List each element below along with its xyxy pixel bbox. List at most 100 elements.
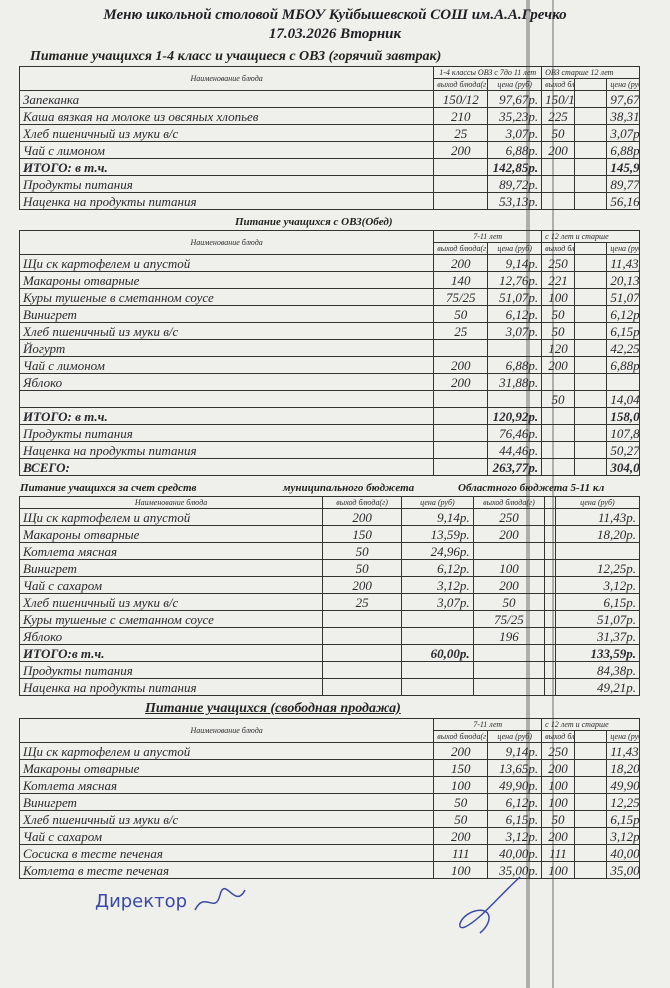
signature-label: Директор xyxy=(95,891,188,912)
table-cell: Запеканка xyxy=(18,90,435,108)
section-heading-mid: муниципального бюджета xyxy=(283,482,415,494)
table-cell: 3,12р. xyxy=(554,576,641,594)
table-row: ВСЕГО: 263,77р. 304,00р. xyxy=(18,458,640,476)
table-cell xyxy=(541,424,575,442)
column-gap xyxy=(544,661,556,679)
table-cell: Яблоко xyxy=(18,373,435,391)
group-header: 1-4 классы ОВЗ с 7до 11 лет xyxy=(433,66,543,79)
table-cell: Макароны отварные xyxy=(18,271,435,289)
table-cell: 6,88р. xyxy=(487,356,543,374)
table-cell: 3,12р. xyxy=(487,827,543,845)
table-cell: 200 xyxy=(472,576,546,594)
menu-table: Наименование блюда 1-4 классы ОВЗ с 7до 1… xyxy=(18,66,640,210)
table-row: ИТОГО:в т.ч. 60,00р. 133,59р. xyxy=(18,644,641,662)
table-cell: 111 xyxy=(433,844,489,862)
table-cell: Продукты питания xyxy=(18,175,435,193)
table-cell: 50 xyxy=(322,542,403,560)
table-cell: 13,59р. xyxy=(401,525,474,543)
table-cell xyxy=(433,339,489,357)
column-gap xyxy=(573,288,608,306)
column-gap xyxy=(544,593,556,611)
table-cell: 50 xyxy=(541,305,575,323)
table-cell: Продукты питания xyxy=(18,661,324,679)
table-cell: 31,88р. xyxy=(487,373,543,391)
table-cell: Чай с лимоном xyxy=(18,141,435,159)
table-cell: 84,38р. xyxy=(554,661,641,679)
column-gap xyxy=(573,124,608,142)
table-cell: 3,07р. xyxy=(487,322,543,340)
table-cell: 11,43р. xyxy=(554,508,641,526)
table-cell: Чай с сахаром xyxy=(18,827,435,845)
column-gap xyxy=(573,458,608,476)
table-row: Наценка на продукты питания 49,21р. xyxy=(18,678,641,696)
table-cell: 11,43р. xyxy=(606,742,640,760)
table-cell: 50 xyxy=(433,305,489,323)
table-cell: 107,80р. xyxy=(606,424,640,442)
table-cell: 150 xyxy=(433,759,489,777)
table-cell: 150/12 xyxy=(433,90,489,108)
table-cell: Продукты питания xyxy=(18,424,435,442)
table-cell: 40,00р. xyxy=(606,844,640,862)
column-gap xyxy=(544,496,556,509)
table-cell: 75/25 xyxy=(433,288,489,306)
table-row: Йогурт 120 42,25р. xyxy=(18,339,640,357)
table-cell: Хлеб пшеничный из муки в/с xyxy=(18,593,324,611)
table-row: 50 14,04р. xyxy=(18,390,640,408)
table-cell: 51,07р. xyxy=(554,610,641,628)
table-cell: 150/12 xyxy=(541,90,575,108)
table-cell xyxy=(401,678,474,696)
table-cell: 3,12р. xyxy=(401,576,474,594)
table-cell: 6,12р. xyxy=(606,305,640,323)
column-gap xyxy=(573,356,608,374)
table-cell: 50 xyxy=(472,593,546,611)
table-cell: 150 xyxy=(322,525,403,543)
column-gap xyxy=(573,730,608,743)
table-cell xyxy=(433,407,489,425)
column-gap xyxy=(573,390,608,408)
table-cell: Наценка на продукты питания xyxy=(18,441,435,459)
table-cell xyxy=(472,661,546,679)
table-cell: 12,76р. xyxy=(487,271,543,289)
table-cell: 200 xyxy=(433,356,489,374)
column-header: Наименование блюда xyxy=(18,496,324,509)
table-cell xyxy=(18,390,435,408)
column-gap xyxy=(573,844,608,862)
table-cell: 12,25р. xyxy=(606,793,640,811)
table-cell: 53,13р. xyxy=(487,192,543,210)
table-row: ИТОГО: в т.ч. 120,92р. 158,07р. xyxy=(18,407,640,425)
column-gap xyxy=(544,644,556,662)
table-row: Продукты питания 76,46р. 107,80р. xyxy=(18,424,640,442)
table-cell: 3,07р. xyxy=(401,593,474,611)
column-header: выход блюда(г) xyxy=(541,78,575,91)
page-title: Меню школьной столовой МБОУ Куйбышевской… xyxy=(103,7,567,23)
table-cell xyxy=(541,373,575,391)
table-cell: 13,65р. xyxy=(487,759,543,777)
table-cell: Чай с лимоном xyxy=(18,356,435,374)
column-gap xyxy=(544,559,556,577)
table-cell xyxy=(401,661,474,679)
column-header: цена (руб) xyxy=(554,496,641,509)
column-gap xyxy=(573,254,608,272)
table-cell: 9,14р. xyxy=(487,742,543,760)
column-gap xyxy=(573,373,608,391)
table-cell: Наценка на продукты питания xyxy=(18,678,324,696)
table-cell: 263,77р. xyxy=(487,458,543,476)
table-row: Макароны отварные 150 13,59р. 200 18,20р. xyxy=(18,525,641,543)
table-cell: 50 xyxy=(541,124,575,142)
column-gap xyxy=(573,407,608,425)
table-cell: 97,67р. xyxy=(606,90,640,108)
table-cell: Щи ск картофелем и апустой xyxy=(18,742,435,760)
column-gap xyxy=(573,141,608,159)
table-cell: 6,15р. xyxy=(606,810,640,828)
column-gap xyxy=(544,610,556,628)
table-cell: Каша вязкая на молоке из овсяных хлопьев xyxy=(18,107,435,125)
column-header: выход блюда(г) xyxy=(433,242,489,255)
table-cell: Куры тушеные в сметанном соусе xyxy=(18,288,435,306)
table-cell: 196 xyxy=(472,627,546,645)
table-cell: Щи ск картофелем и апустой xyxy=(18,254,435,272)
table-cell: Винигрет xyxy=(18,793,435,811)
column-gap xyxy=(573,339,608,357)
